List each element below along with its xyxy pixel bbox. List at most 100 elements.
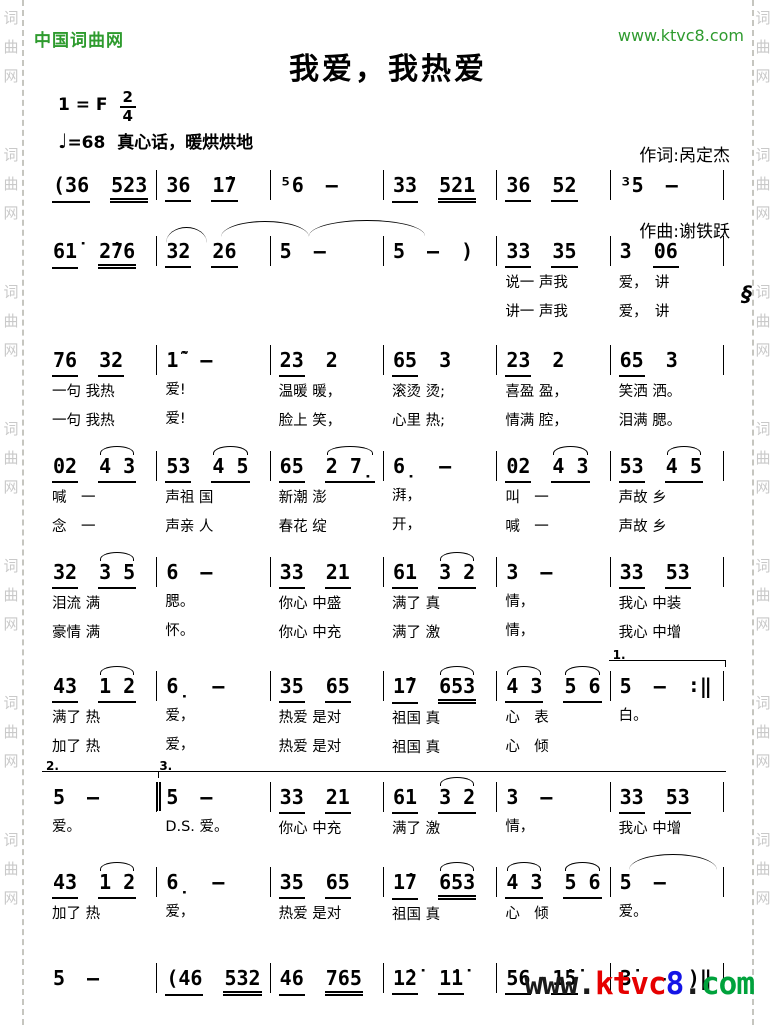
beat: 32: [98, 348, 125, 377]
lyric-line-1: D.S. 爱。: [165, 818, 229, 835]
measure: 61 3 2 满了 激: [381, 770, 500, 838]
beat: 653: [438, 665, 477, 704]
right-dashed-border: [752, 0, 754, 1025]
measure: 3̇ –)‖: [611, 962, 725, 996]
lyric-line-1: 腮。: [165, 593, 195, 610]
beat: 33: [618, 785, 645, 814]
measure: 1̇2̇ 1̇1̇: [384, 962, 498, 996]
lyric-line-1: 白。: [618, 707, 648, 724]
top-bar: 中国词曲网 www.ktvc8.com: [34, 26, 744, 51]
beat: 5 6: [563, 665, 602, 703]
measure: 56 1̇5̇: [497, 962, 611, 996]
lyric-line-1: 说一 声我: [505, 274, 568, 291]
beat: –: [427, 238, 440, 263]
lyric-line-1: 爱。: [52, 818, 81, 835]
lyric-line-2: 爱，: [165, 736, 195, 753]
measure: 33 53 我心 中增: [608, 770, 726, 838]
lyric-line-2: 情，: [505, 622, 535, 639]
measure: 6̣ – 爱，: [157, 866, 271, 924]
quarter-note-icon: ♩: [58, 129, 68, 153]
lyric-line-1: 祖国 真: [391, 710, 441, 727]
beat: 6: [166, 559, 179, 584]
tempo-value: =68: [67, 133, 106, 153]
measure-notes: 65 3: [391, 348, 495, 377]
beat: 06: [652, 239, 679, 268]
measure: 1. 5– ∶‖ 白。: [608, 648, 726, 757]
lyric-line-1: 情，: [505, 593, 535, 610]
lyric-line-2: 我心 中增: [618, 624, 682, 641]
score-line: 32 3 5 泪流 满豪情 满 6– 腮。 怀。 33 21 你心 中盛 你心 中充 61 3 2 满了…: [44, 551, 725, 642]
lyric-line-1: 滚烫 烫;: [391, 383, 445, 400]
measure-notes: 61 3 2: [391, 776, 495, 814]
measure-notes: 35 65: [278, 870, 382, 899]
measure: 3– 情，: [495, 770, 613, 838]
measure-notes: 33 521: [391, 173, 495, 203]
beat: 5: [619, 673, 632, 698]
beat: 3̇: [619, 965, 632, 990]
watermark-char: 网: [3, 889, 19, 907]
left-dashed-border: [22, 0, 24, 1025]
lyric-line-1: 爱， 讲: [618, 274, 670, 291]
beat: 3 2: [438, 551, 477, 589]
measure: 36 52: [497, 169, 611, 203]
lyric-line-1: 爱。: [618, 903, 648, 920]
watermark-char: 曲: [755, 586, 771, 604]
measure: 4 3 5 6 心 表心 倾: [497, 665, 611, 757]
watermark-char: 词: [3, 694, 19, 712]
beat: 61̇: [52, 239, 79, 269]
volta-bracket: [42, 770, 160, 778]
measure-notes: 5–: [619, 870, 722, 897]
beat: –: [87, 965, 100, 990]
lyric-line-1: 我心 中装: [618, 595, 682, 612]
beat: 36: [505, 173, 532, 202]
beat: 65: [324, 870, 351, 899]
measure-notes: 23 2: [505, 348, 608, 377]
site-url[interactable]: www.ktvc8.com: [617, 26, 744, 45]
watermark-char: 词: [3, 9, 19, 27]
beat: –: [87, 784, 100, 809]
beat: 1̇1̇: [438, 966, 465, 995]
volta-bracket: [495, 770, 613, 778]
measure: 36 1̇7: [157, 169, 271, 203]
watermark-char: 曲: [755, 312, 771, 330]
beat: 1̇7: [211, 173, 238, 202]
lyric-line-1: [52, 276, 155, 293]
lyric-line-1: 你心 中充: [278, 820, 342, 837]
beat: –: [212, 869, 225, 894]
footer-site-logo[interactable]: www.ktvc8.com: [524, 966, 755, 1002]
beat: –: [439, 453, 452, 478]
site-logo[interactable]: 中国词曲网: [34, 31, 124, 51]
watermark-char: 网: [755, 204, 771, 222]
lyric-line-2: [52, 305, 155, 322]
measure-notes: 33 21: [278, 785, 382, 814]
measure: 61 3 2 满了 真满了 激: [384, 551, 498, 642]
beat: 653: [438, 861, 477, 900]
beat: 5: [166, 784, 179, 809]
score-line: 61̇ 2̇76 32 26 5–5–) 33 35 说一 声我 讲一 声我 3 06 爱， 讲爱， …: [44, 219, 725, 322]
measure: 1̇̃ – 爱! 爱!: [157, 344, 271, 430]
watermark-char: 网: [3, 67, 19, 85]
lyric-line-2: 一句 我热: [52, 412, 115, 429]
beat: –: [200, 559, 213, 584]
watermark-char: 曲: [755, 860, 771, 878]
watermark-char: 网: [755, 889, 771, 907]
measure: 2. 5– 爱。: [42, 759, 160, 838]
watermark-char: 网: [755, 478, 771, 496]
measure-notes: 02 4 3: [505, 445, 608, 483]
measure-notes: 6–: [165, 560, 268, 587]
measure-notes: 3–: [505, 560, 608, 587]
measure-notes: ⁵6–: [279, 173, 382, 200]
beat: 4 5: [664, 445, 703, 483]
beat: 33: [391, 173, 419, 203]
beat: 2: [552, 347, 565, 372]
measure-notes: 33 21: [278, 560, 382, 589]
beat: ³5: [619, 172, 644, 197]
watermark-char: 网: [3, 615, 19, 633]
measure: ³5–: [611, 169, 725, 203]
lyric-line-1: 热爱 是对: [278, 709, 342, 726]
beat: 6̣: [166, 869, 191, 894]
right-watermark-column: 词曲网词曲网词曲网词曲网词曲网词曲网词曲网: [753, 4, 773, 963]
lyric-line-2: 心 倾: [505, 738, 549, 755]
